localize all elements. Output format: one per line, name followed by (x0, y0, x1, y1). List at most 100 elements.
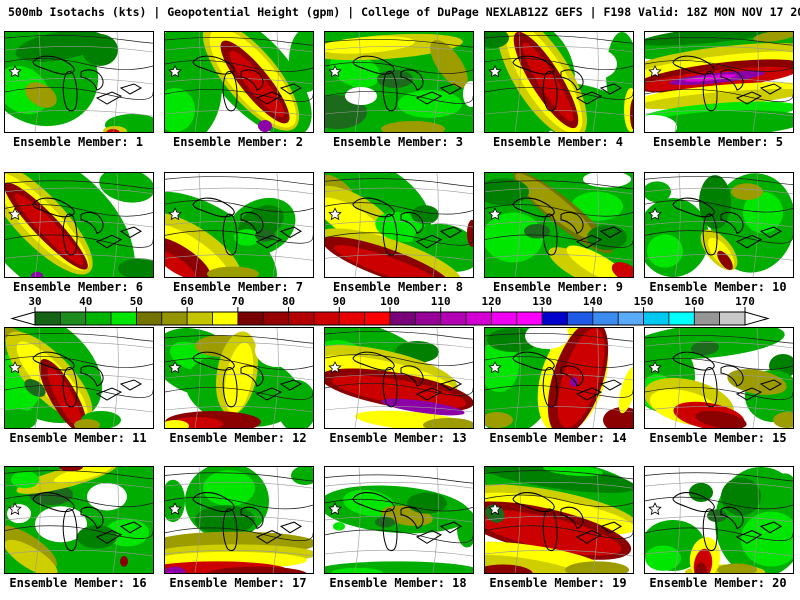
weather-map (164, 172, 314, 278)
graticule-line (485, 406, 633, 413)
location-star-icon (488, 361, 502, 374)
title-bar: 500mb Isotachs (kts) | Geopotential Heig… (8, 5, 800, 19)
graticule-line (5, 481, 153, 489)
isotach-fill (565, 561, 629, 573)
height-contour-line (5, 470, 153, 480)
isotach-fill (717, 563, 757, 573)
isotach-fill (695, 410, 747, 428)
great-lakes-outline (720, 506, 744, 530)
colorbar-segment (313, 311, 340, 326)
isotach-fill (118, 258, 153, 277)
isotach-fill (195, 505, 255, 535)
isotach-fill (289, 32, 313, 92)
colorbar-segment (719, 311, 746, 326)
height-contour-line (325, 383, 473, 396)
graticule-line (34, 32, 41, 132)
weather-map (324, 31, 474, 133)
great-lakes-outline (759, 521, 783, 534)
great-lakes-outline (279, 521, 303, 534)
isotach-fill (25, 82, 57, 108)
graticule-line (514, 173, 521, 277)
weather-map (484, 466, 634, 574)
colorbar-segment (212, 311, 239, 326)
height-contour-line (325, 474, 473, 484)
colorbar-tick-label: 110 (431, 295, 451, 308)
graticule-line (325, 110, 473, 117)
height-contour-line (5, 333, 153, 342)
wind-speed-colorbar: 30 40 50 60 70 80 90 100 110 120 130 140 150 160 170 (0, 295, 800, 329)
great-lakes-outline (735, 91, 763, 105)
graticule-line (645, 46, 793, 53)
isotach-fill (24, 379, 46, 397)
isotach-fill (333, 522, 345, 531)
ensemble-panel-15: Ensemble Member: 15 (644, 327, 794, 445)
graticule-line (112, 328, 119, 428)
colorbar-tick-label: 30 (28, 295, 41, 308)
height-contour-line (165, 472, 313, 482)
great-lakes-outline (80, 211, 104, 234)
great-lakes-outline (192, 351, 235, 371)
location-star-icon (168, 207, 182, 221)
isotach-fill (31, 271, 43, 277)
ensemble-member-label: Ensemble Member: 9 (492, 280, 624, 294)
great-lakes-outline (599, 226, 623, 239)
ensemble-panel-18: Ensemble Member: 18 (324, 466, 474, 590)
isotach-fill (773, 412, 793, 428)
colorbar-segment (85, 311, 112, 326)
height-contour-line (485, 470, 633, 480)
isotach-fill (645, 110, 793, 132)
graticule-line (645, 220, 793, 228)
great-lakes-outline (575, 91, 603, 105)
isotach-fill (207, 266, 259, 277)
isotach-fill (165, 249, 196, 277)
great-lakes-outline (759, 83, 783, 95)
graticule-line (645, 342, 793, 349)
graticule-line (5, 46, 153, 53)
location-star-icon (328, 207, 342, 221)
height-contour-line (485, 87, 633, 100)
location-star-icon (168, 361, 182, 374)
colorbar-tick-label: 50 (130, 295, 143, 308)
graticule-line (5, 515, 153, 523)
colorbar-segment (693, 311, 720, 326)
isotach-fill (35, 506, 87, 543)
weather-map (164, 466, 314, 574)
great-lakes-outline (62, 508, 78, 552)
title-left: 500mb Isotachs (kts) | Geopotential Heig… (8, 5, 528, 19)
great-lakes-outline (95, 530, 123, 544)
great-lakes-outline (542, 213, 558, 256)
graticule-line (485, 110, 633, 117)
graticule-line (34, 328, 41, 428)
location-star-icon (328, 502, 342, 516)
great-lakes-outline (672, 197, 715, 218)
graticule-line (165, 254, 313, 261)
great-lakes-outline (352, 492, 395, 513)
colorbar-tick-label: 60 (181, 295, 194, 308)
graticule-line (485, 342, 633, 349)
great-lakes-outline (542, 508, 558, 552)
graticule-line (325, 342, 473, 349)
graticule-line (165, 549, 313, 557)
height-contour-line (165, 176, 313, 185)
isotach-fill (381, 121, 445, 132)
colorbar-tick-label: 150 (634, 295, 654, 308)
location-star-icon (8, 502, 22, 516)
isotach-fill (334, 245, 444, 277)
isotach-fill (165, 237, 211, 277)
isotach-fill (423, 418, 473, 428)
ensemble-member-label: Ensemble Member: 5 (652, 135, 784, 149)
height-contour-line (645, 89, 793, 102)
isotach-fill (59, 467, 83, 472)
isotach-fill (485, 504, 505, 523)
isotach-fill (430, 40, 468, 88)
height-contour-line (485, 58, 633, 70)
great-lakes-outline (439, 521, 463, 534)
great-lakes-outline (439, 83, 463, 95)
ensemble-panel-3: Ensemble Member: 3 (324, 31, 474, 149)
height-contour-line (485, 35, 633, 44)
graticule-line (165, 515, 313, 523)
great-lakes-outline (352, 55, 395, 75)
graticule-line (5, 342, 153, 349)
height-contour-line (485, 525, 633, 539)
colorbar-segment (110, 311, 137, 326)
